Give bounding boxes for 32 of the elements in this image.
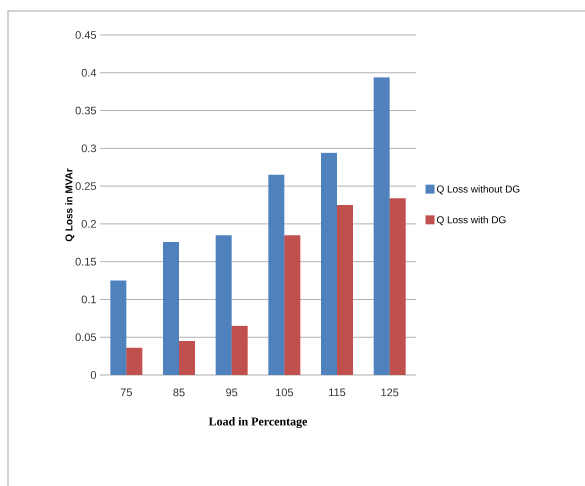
x-tick-label: 115 — [329, 388, 346, 396]
bar — [268, 174, 284, 375]
x-tick-label: 75 — [120, 388, 132, 396]
y-tick-label: 0 — [90, 371, 96, 379]
y-tick-label: 0.35 — [76, 106, 96, 114]
y-axis-title: Q Loss in MVAr — [65, 168, 74, 242]
x-tick-label: 95 — [226, 388, 238, 396]
bar — [110, 280, 126, 375]
legend-label: Q Loss with DG — [436, 216, 506, 226]
x-tick-label: 85 — [173, 388, 185, 396]
bar — [216, 235, 232, 375]
bar — [126, 348, 142, 375]
y-tick-label: 0.05 — [76, 333, 96, 342]
bar — [337, 205, 354, 375]
legend-label: Q Loss without DG — [436, 185, 520, 194]
bar — [284, 235, 300, 375]
y-tick-label: 0.45 — [76, 31, 96, 39]
bar — [232, 326, 248, 375]
bar — [321, 152, 338, 375]
bar — [163, 242, 179, 375]
x-tick-label: 125 — [381, 388, 398, 396]
bar — [374, 77, 390, 375]
y-tick-label: 0.3 — [82, 144, 96, 152]
y-tick-label: 0.1 — [82, 296, 96, 304]
bar — [390, 198, 406, 375]
y-tick-label: 0.25 — [76, 182, 96, 190]
y-tick-label: 0.4 — [82, 68, 96, 77]
y-tick-label: 0.15 — [76, 258, 96, 266]
x-axis-title: Load in Percentage — [208, 417, 308, 428]
y-tick-label: 0.2 — [82, 220, 96, 228]
bar — [179, 341, 196, 375]
x-tick-label: 105 — [276, 388, 294, 396]
